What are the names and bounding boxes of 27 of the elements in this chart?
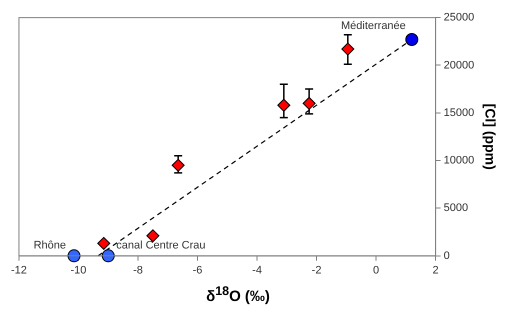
x-tick-label: -6 — [192, 264, 202, 276]
annotation: Rhône — [34, 239, 66, 252]
annotation: Méditerranée — [340, 20, 406, 32]
x-tick-label: -4 — [252, 264, 262, 276]
point — [68, 249, 81, 262]
point — [172, 158, 185, 172]
y-tick-label: 25000 — [444, 12, 474, 24]
x-axis-title: δ$^{18}$O (‰) — [205, 284, 271, 305]
y-tick-label: 0 — [444, 250, 450, 262]
point — [405, 33, 418, 46]
y-axis-title: [Cl] (ppm) — [482, 104, 499, 170]
annotation: canal Centre Crau — [116, 239, 206, 252]
point — [341, 42, 354, 56]
point — [102, 249, 115, 262]
x-tick-label: -2 — [312, 264, 322, 276]
y-tick-label: 10000 — [444, 154, 474, 167]
x-tick-label: -8 — [133, 264, 143, 276]
point — [97, 236, 110, 250]
y-tick-label: 15000 — [444, 106, 474, 119]
x-tick-label: -10 — [70, 264, 86, 276]
point — [277, 98, 290, 112]
x-tick-label: 2 — [432, 264, 439, 276]
point — [302, 96, 316, 110]
x-tick-label: -12 — [10, 264, 27, 276]
y-tick-label: 5000 — [444, 202, 468, 214]
y-tick-label: 20000 — [444, 59, 474, 72]
x-tick-label: 0 — [373, 264, 380, 276]
